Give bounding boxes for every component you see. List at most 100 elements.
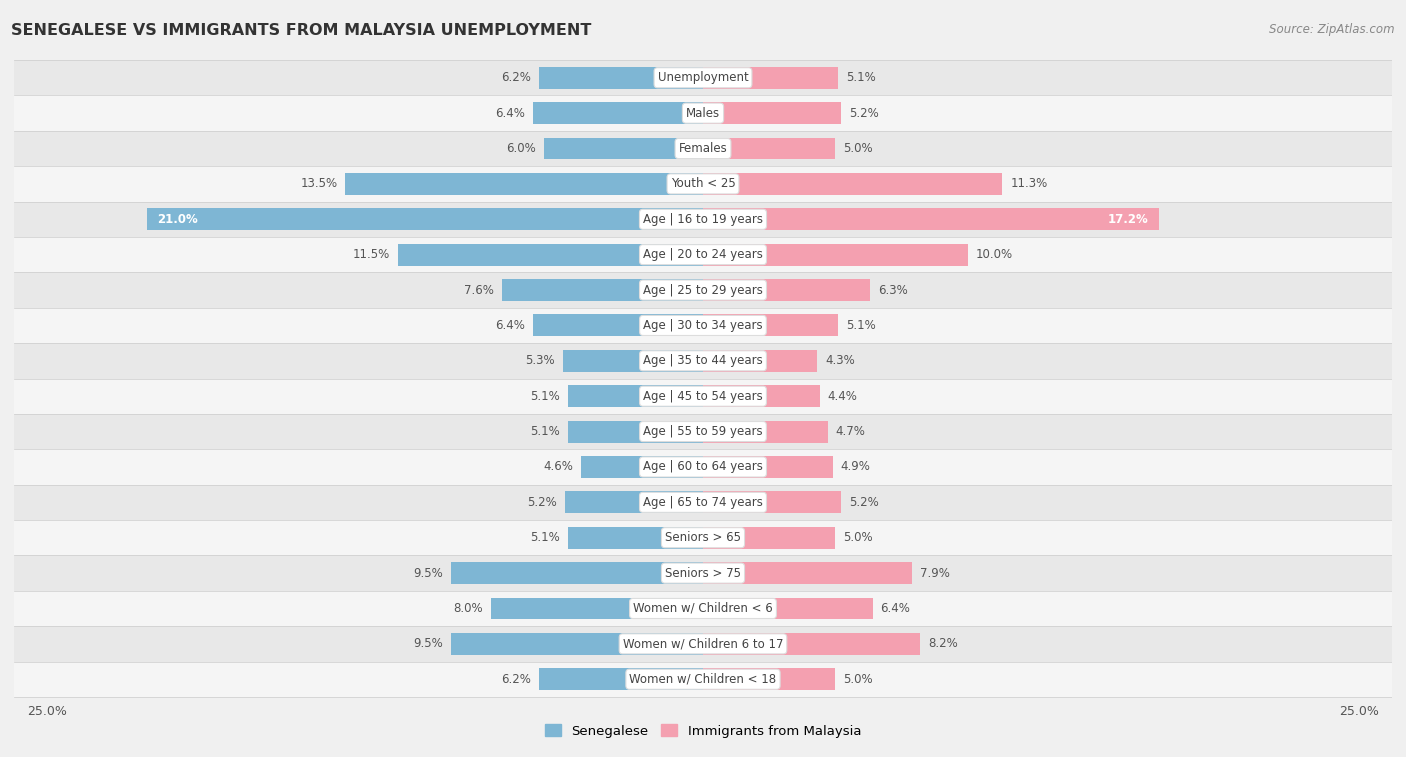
Text: 4.7%: 4.7% [835,425,865,438]
Text: SENEGALESE VS IMMIGRANTS FROM MALAYSIA UNEMPLOYMENT: SENEGALESE VS IMMIGRANTS FROM MALAYSIA U… [11,23,592,38]
Bar [703,208,1159,230]
Bar [703,279,870,301]
Bar [0,662,1406,697]
Bar [451,633,703,655]
Bar [568,385,703,407]
Bar [703,421,828,443]
Text: 5.3%: 5.3% [524,354,554,367]
Text: Age | 20 to 24 years: Age | 20 to 24 years [643,248,763,261]
Bar [538,668,703,690]
Text: 9.5%: 9.5% [413,637,443,650]
Bar [703,527,835,549]
Bar [703,633,921,655]
Text: 25.0%: 25.0% [27,705,67,718]
Bar [703,668,835,690]
Text: Women w/ Children < 18: Women w/ Children < 18 [630,673,776,686]
Bar [451,562,703,584]
Bar [703,67,838,89]
Text: Age | 16 to 19 years: Age | 16 to 19 years [643,213,763,226]
Text: 8.0%: 8.0% [454,602,484,615]
Bar [703,314,838,336]
Bar [0,273,1406,308]
Bar [0,60,1406,95]
Text: 4.6%: 4.6% [543,460,574,473]
Text: 5.0%: 5.0% [844,142,873,155]
Bar [0,95,1406,131]
Bar [581,456,703,478]
Text: 5.0%: 5.0% [844,531,873,544]
Bar [703,491,841,513]
Text: 17.2%: 17.2% [1108,213,1149,226]
Bar [346,173,703,195]
Text: 11.5%: 11.5% [353,248,391,261]
Bar [0,237,1406,273]
Text: Females: Females [679,142,727,155]
Bar [568,421,703,443]
Text: Women w/ Children < 6: Women w/ Children < 6 [633,602,773,615]
Bar [0,308,1406,343]
Text: Age | 30 to 34 years: Age | 30 to 34 years [643,319,763,332]
Text: Age | 35 to 44 years: Age | 35 to 44 years [643,354,763,367]
Text: Women w/ Children 6 to 17: Women w/ Children 6 to 17 [623,637,783,650]
Bar [703,456,832,478]
Text: Age | 25 to 29 years: Age | 25 to 29 years [643,284,763,297]
Text: 21.0%: 21.0% [157,213,198,226]
Bar [0,484,1406,520]
Bar [533,102,703,124]
Bar [0,343,1406,378]
Text: 6.4%: 6.4% [880,602,911,615]
Text: Seniors > 75: Seniors > 75 [665,566,741,580]
Text: 6.4%: 6.4% [495,319,526,332]
Bar [562,350,703,372]
Text: 6.3%: 6.3% [877,284,908,297]
Text: Seniors > 65: Seniors > 65 [665,531,741,544]
Bar [703,173,1002,195]
Bar [0,414,1406,449]
Text: 6.2%: 6.2% [501,71,531,84]
Text: 13.5%: 13.5% [301,177,337,191]
Bar [703,597,873,619]
Text: 25.0%: 25.0% [1339,705,1379,718]
Bar [565,491,703,513]
Text: 10.0%: 10.0% [976,248,1014,261]
Bar [398,244,703,266]
Bar [703,562,912,584]
Text: Males: Males [686,107,720,120]
Text: Age | 55 to 59 years: Age | 55 to 59 years [643,425,763,438]
Bar [544,138,703,160]
Text: 5.1%: 5.1% [530,425,560,438]
Bar [703,350,817,372]
Bar [538,67,703,89]
Text: 5.2%: 5.2% [527,496,557,509]
Bar [0,131,1406,167]
Text: 6.4%: 6.4% [495,107,526,120]
Text: Unemployment: Unemployment [658,71,748,84]
Bar [0,556,1406,590]
Text: 5.0%: 5.0% [844,673,873,686]
Text: 4.4%: 4.4% [828,390,858,403]
Text: Age | 45 to 54 years: Age | 45 to 54 years [643,390,763,403]
Text: 8.2%: 8.2% [928,637,957,650]
Text: 11.3%: 11.3% [1011,177,1047,191]
Bar [568,527,703,549]
Bar [0,520,1406,556]
Text: 5.2%: 5.2% [849,496,879,509]
Text: 5.1%: 5.1% [530,390,560,403]
Text: Source: ZipAtlas.com: Source: ZipAtlas.com [1270,23,1395,36]
Text: 4.9%: 4.9% [841,460,870,473]
Text: Age | 60 to 64 years: Age | 60 to 64 years [643,460,763,473]
Text: Age | 65 to 74 years: Age | 65 to 74 years [643,496,763,509]
Text: 6.0%: 6.0% [506,142,536,155]
Bar [0,590,1406,626]
Text: 5.1%: 5.1% [846,71,876,84]
Text: 6.2%: 6.2% [501,673,531,686]
Text: 5.1%: 5.1% [846,319,876,332]
Bar [703,244,967,266]
Bar [703,385,820,407]
Bar [703,102,841,124]
Bar [0,378,1406,414]
Text: 9.5%: 9.5% [413,566,443,580]
Bar [0,201,1406,237]
Bar [146,208,703,230]
Bar [0,626,1406,662]
